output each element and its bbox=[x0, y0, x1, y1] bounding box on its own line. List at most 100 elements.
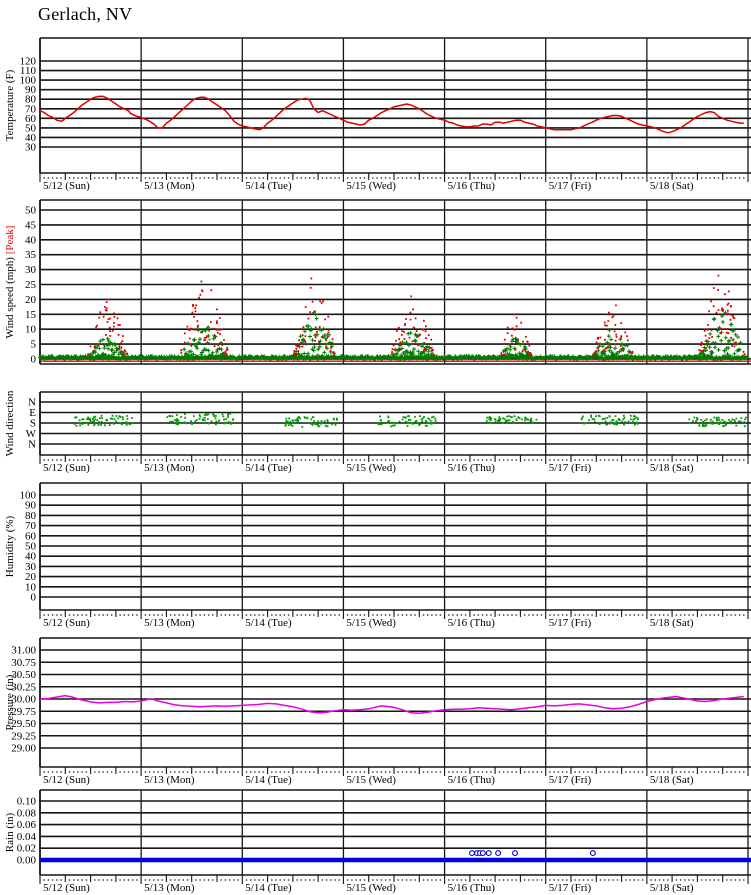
rain-event-marker bbox=[485, 850, 492, 857]
x-day-label: 5/16 (Thu) bbox=[448, 617, 496, 629]
y-tick-label: 30.25 bbox=[11, 681, 36, 693]
panel-pressure: 31.0030.7530.5030.2530.0029.7529.5029.25… bbox=[4, 637, 751, 786]
humidity-axis-label: Humidity (%) bbox=[4, 515, 16, 577]
y-tick-label: 0.08 bbox=[17, 807, 37, 819]
y-tick-label: S bbox=[30, 418, 36, 430]
x-day-label: 5/12 (Sun) bbox=[43, 617, 90, 629]
y-tick-label: 29.75 bbox=[11, 706, 36, 718]
y-tick-label: 10 bbox=[25, 324, 37, 336]
x-axis-ticks bbox=[39, 875, 749, 884]
x-day-label: 5/17 (Fri) bbox=[549, 774, 592, 786]
temperature-axis-label: Temperature (F) bbox=[4, 69, 16, 141]
y-tick-label: 90 bbox=[25, 500, 37, 512]
x-day-label: 5/12 (Sun) bbox=[43, 774, 90, 786]
y-tick-label: 50 bbox=[25, 541, 37, 553]
y-tick-label: 50 bbox=[25, 205, 37, 217]
y-tick-label: 30 bbox=[25, 264, 37, 276]
rain-event-marker bbox=[589, 850, 596, 857]
y-tick-label: 40 bbox=[25, 234, 37, 246]
x-axis-ticks bbox=[39, 173, 749, 182]
y-tick-label: 0 bbox=[31, 592, 37, 604]
y-tick-label: 10 bbox=[25, 581, 37, 593]
pressure-axis-label: Pressure (in) bbox=[4, 674, 16, 730]
pressure-series-line bbox=[39, 694, 744, 714]
x-day-label: 5/18 (Sat) bbox=[650, 180, 694, 192]
page-title: Gerlach, NV bbox=[38, 4, 133, 24]
x-day-label: 5/16 (Thu) bbox=[448, 774, 496, 786]
y-tick-label: E bbox=[29, 407, 36, 419]
x-day-label: 5/18 (Sat) bbox=[650, 462, 694, 474]
y-tick-label: 20 bbox=[25, 294, 37, 306]
x-day-label: 5/13 (Mon) bbox=[144, 882, 195, 894]
x-day-label: 5/16 (Thu) bbox=[448, 882, 496, 894]
y-tick-label: 45 bbox=[25, 219, 37, 231]
y-tick-label: 20 bbox=[25, 571, 37, 583]
y-tick-label: 35 bbox=[25, 249, 37, 261]
y-tick-label: 100 bbox=[20, 75, 37, 87]
y-tick-label: 0 bbox=[31, 354, 37, 366]
x-axis-ticks bbox=[39, 610, 749, 619]
x-day-label: 5/14 (Tue) bbox=[245, 180, 292, 192]
y-tick-label: 30.50 bbox=[11, 669, 36, 681]
x-day-label: 5/13 (Mon) bbox=[144, 462, 195, 474]
x-day-label: 5/12 (Sun) bbox=[43, 462, 90, 474]
y-tick-label: 100 bbox=[20, 490, 37, 502]
wind-direction-points bbox=[74, 412, 748, 428]
y-tick-label: 25 bbox=[25, 279, 37, 291]
temperature-series-line bbox=[39, 95, 744, 134]
rain-event-marker bbox=[512, 850, 518, 857]
y-tick-label: 70 bbox=[25, 103, 37, 115]
x-day-label: 5/14 (Tue) bbox=[245, 617, 292, 629]
rain-event-marker bbox=[479, 850, 486, 857]
y-tick-label: 0.06 bbox=[17, 819, 37, 831]
x-day-label: 5/16 (Thu) bbox=[448, 462, 496, 474]
x-day-label: 5/18 (Sat) bbox=[650, 882, 694, 894]
y-tick-label: 50 bbox=[25, 122, 37, 134]
x-day-label: 5/17 (Fri) bbox=[549, 180, 592, 192]
y-tick-label: 0.10 bbox=[17, 796, 37, 808]
x-day-label: 5/13 (Mon) bbox=[144, 617, 195, 629]
x-day-label: 5/17 (Fri) bbox=[549, 882, 592, 894]
y-tick-label: 0.00 bbox=[17, 855, 37, 867]
x-day-label: 5/14 (Tue) bbox=[245, 774, 292, 786]
y-tick-label: 60 bbox=[25, 113, 37, 125]
y-tick-label: N bbox=[28, 397, 36, 409]
rain-axis-label: Rain (in) bbox=[4, 812, 16, 852]
x-day-label: 5/17 (Fri) bbox=[549, 617, 592, 629]
y-tick-label: 70 bbox=[25, 520, 37, 532]
wind-average-points bbox=[38, 310, 750, 361]
x-day-label: 5/15 (Wed) bbox=[346, 180, 396, 192]
y-tick-label: 30 bbox=[25, 561, 37, 573]
wind_direction-axis-label: Wind direction bbox=[4, 390, 16, 456]
y-tick-label: 5 bbox=[31, 339, 37, 351]
x-day-label: 5/12 (Sun) bbox=[43, 180, 90, 192]
wind_speed-axis-label: Wind speed (mph) [Peak] bbox=[4, 226, 16, 339]
x-axis-ticks bbox=[39, 767, 749, 776]
y-tick-label: 110 bbox=[20, 65, 37, 77]
x-day-label: 5/15 (Wed) bbox=[346, 882, 396, 894]
x-day-label: 5/16 (Thu) bbox=[448, 180, 496, 192]
y-tick-label: 29.00 bbox=[11, 743, 36, 755]
y-tick-label: 15 bbox=[25, 309, 37, 321]
y-tick-label: 80 bbox=[25, 94, 37, 106]
x-day-label: 5/15 (Wed) bbox=[346, 774, 396, 786]
y-tick-label: 29.25 bbox=[11, 730, 36, 742]
x-day-label: 5/14 (Tue) bbox=[245, 882, 292, 894]
x-day-label: 5/15 (Wed) bbox=[346, 462, 396, 474]
x-day-label: 5/18 (Sat) bbox=[650, 774, 694, 786]
x-day-label: 5/15 (Wed) bbox=[346, 617, 396, 629]
y-tick-label: N bbox=[28, 439, 36, 451]
y-tick-label: 31.00 bbox=[11, 645, 36, 657]
x-day-label: 5/13 (Mon) bbox=[144, 180, 195, 192]
y-tick-label: 30 bbox=[25, 142, 37, 154]
x-day-label: 5/14 (Tue) bbox=[245, 462, 292, 474]
y-tick-label: 0.02 bbox=[17, 843, 36, 855]
